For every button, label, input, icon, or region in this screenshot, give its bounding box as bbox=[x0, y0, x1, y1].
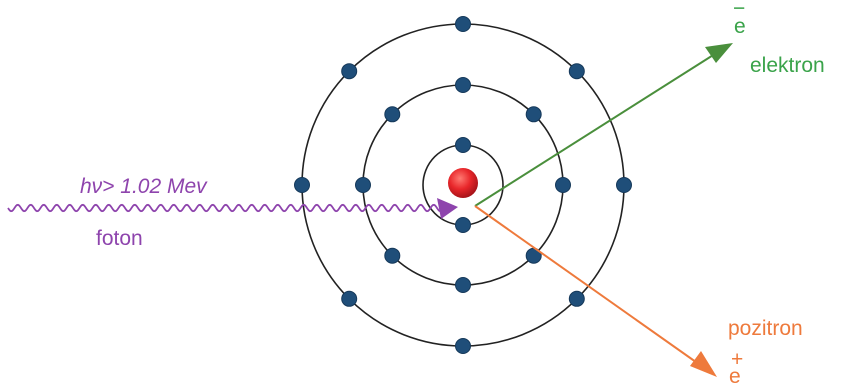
nucleus bbox=[448, 168, 478, 198]
photon-arrowhead bbox=[437, 198, 458, 219]
orbital-electron-l bbox=[455, 277, 471, 293]
orbital-electron-k bbox=[455, 137, 471, 153]
orbital-electron-m bbox=[294, 177, 310, 193]
orbital-electron-m bbox=[616, 177, 632, 193]
atom bbox=[294, 16, 632, 354]
electron-sign: − bbox=[733, 0, 745, 20]
orbital-electron-m bbox=[568, 290, 585, 307]
orbital-electron-k bbox=[455, 217, 471, 233]
electron-arrow-line bbox=[474, 51, 719, 207]
positron-symbol: e bbox=[729, 365, 741, 385]
orbital-electron-m bbox=[455, 338, 471, 354]
orbital-electron-m bbox=[341, 63, 358, 80]
orbital-electron-m bbox=[341, 290, 358, 307]
orbital-electron-l bbox=[455, 77, 471, 93]
orbital-electron-l bbox=[355, 177, 371, 193]
photon-label: foton bbox=[96, 227, 143, 250]
photon bbox=[7, 198, 458, 219]
positron-sign: + bbox=[731, 348, 743, 371]
orbital-electron-m bbox=[568, 63, 585, 80]
orbital-electron-l bbox=[384, 247, 401, 264]
electron-arrowhead bbox=[705, 43, 733, 63]
orbital-electron-l bbox=[384, 106, 401, 123]
positron-arrow-line bbox=[474, 205, 704, 368]
orbital-electrons bbox=[294, 16, 632, 354]
positron-label: pozitron bbox=[728, 317, 803, 340]
photon-wave bbox=[7, 203, 441, 213]
orbital-electron-l bbox=[555, 177, 571, 193]
electron-track bbox=[474, 43, 733, 207]
photon-energy-label: hν> 1.02 Mev bbox=[80, 175, 208, 198]
electron-label: elektron bbox=[750, 54, 825, 77]
orbital-electron-l bbox=[525, 106, 542, 123]
positron-track bbox=[474, 205, 717, 377]
positron-arrowhead bbox=[690, 351, 717, 377]
electron-symbol: e bbox=[734, 15, 746, 38]
orbital-electron-m bbox=[455, 16, 471, 32]
